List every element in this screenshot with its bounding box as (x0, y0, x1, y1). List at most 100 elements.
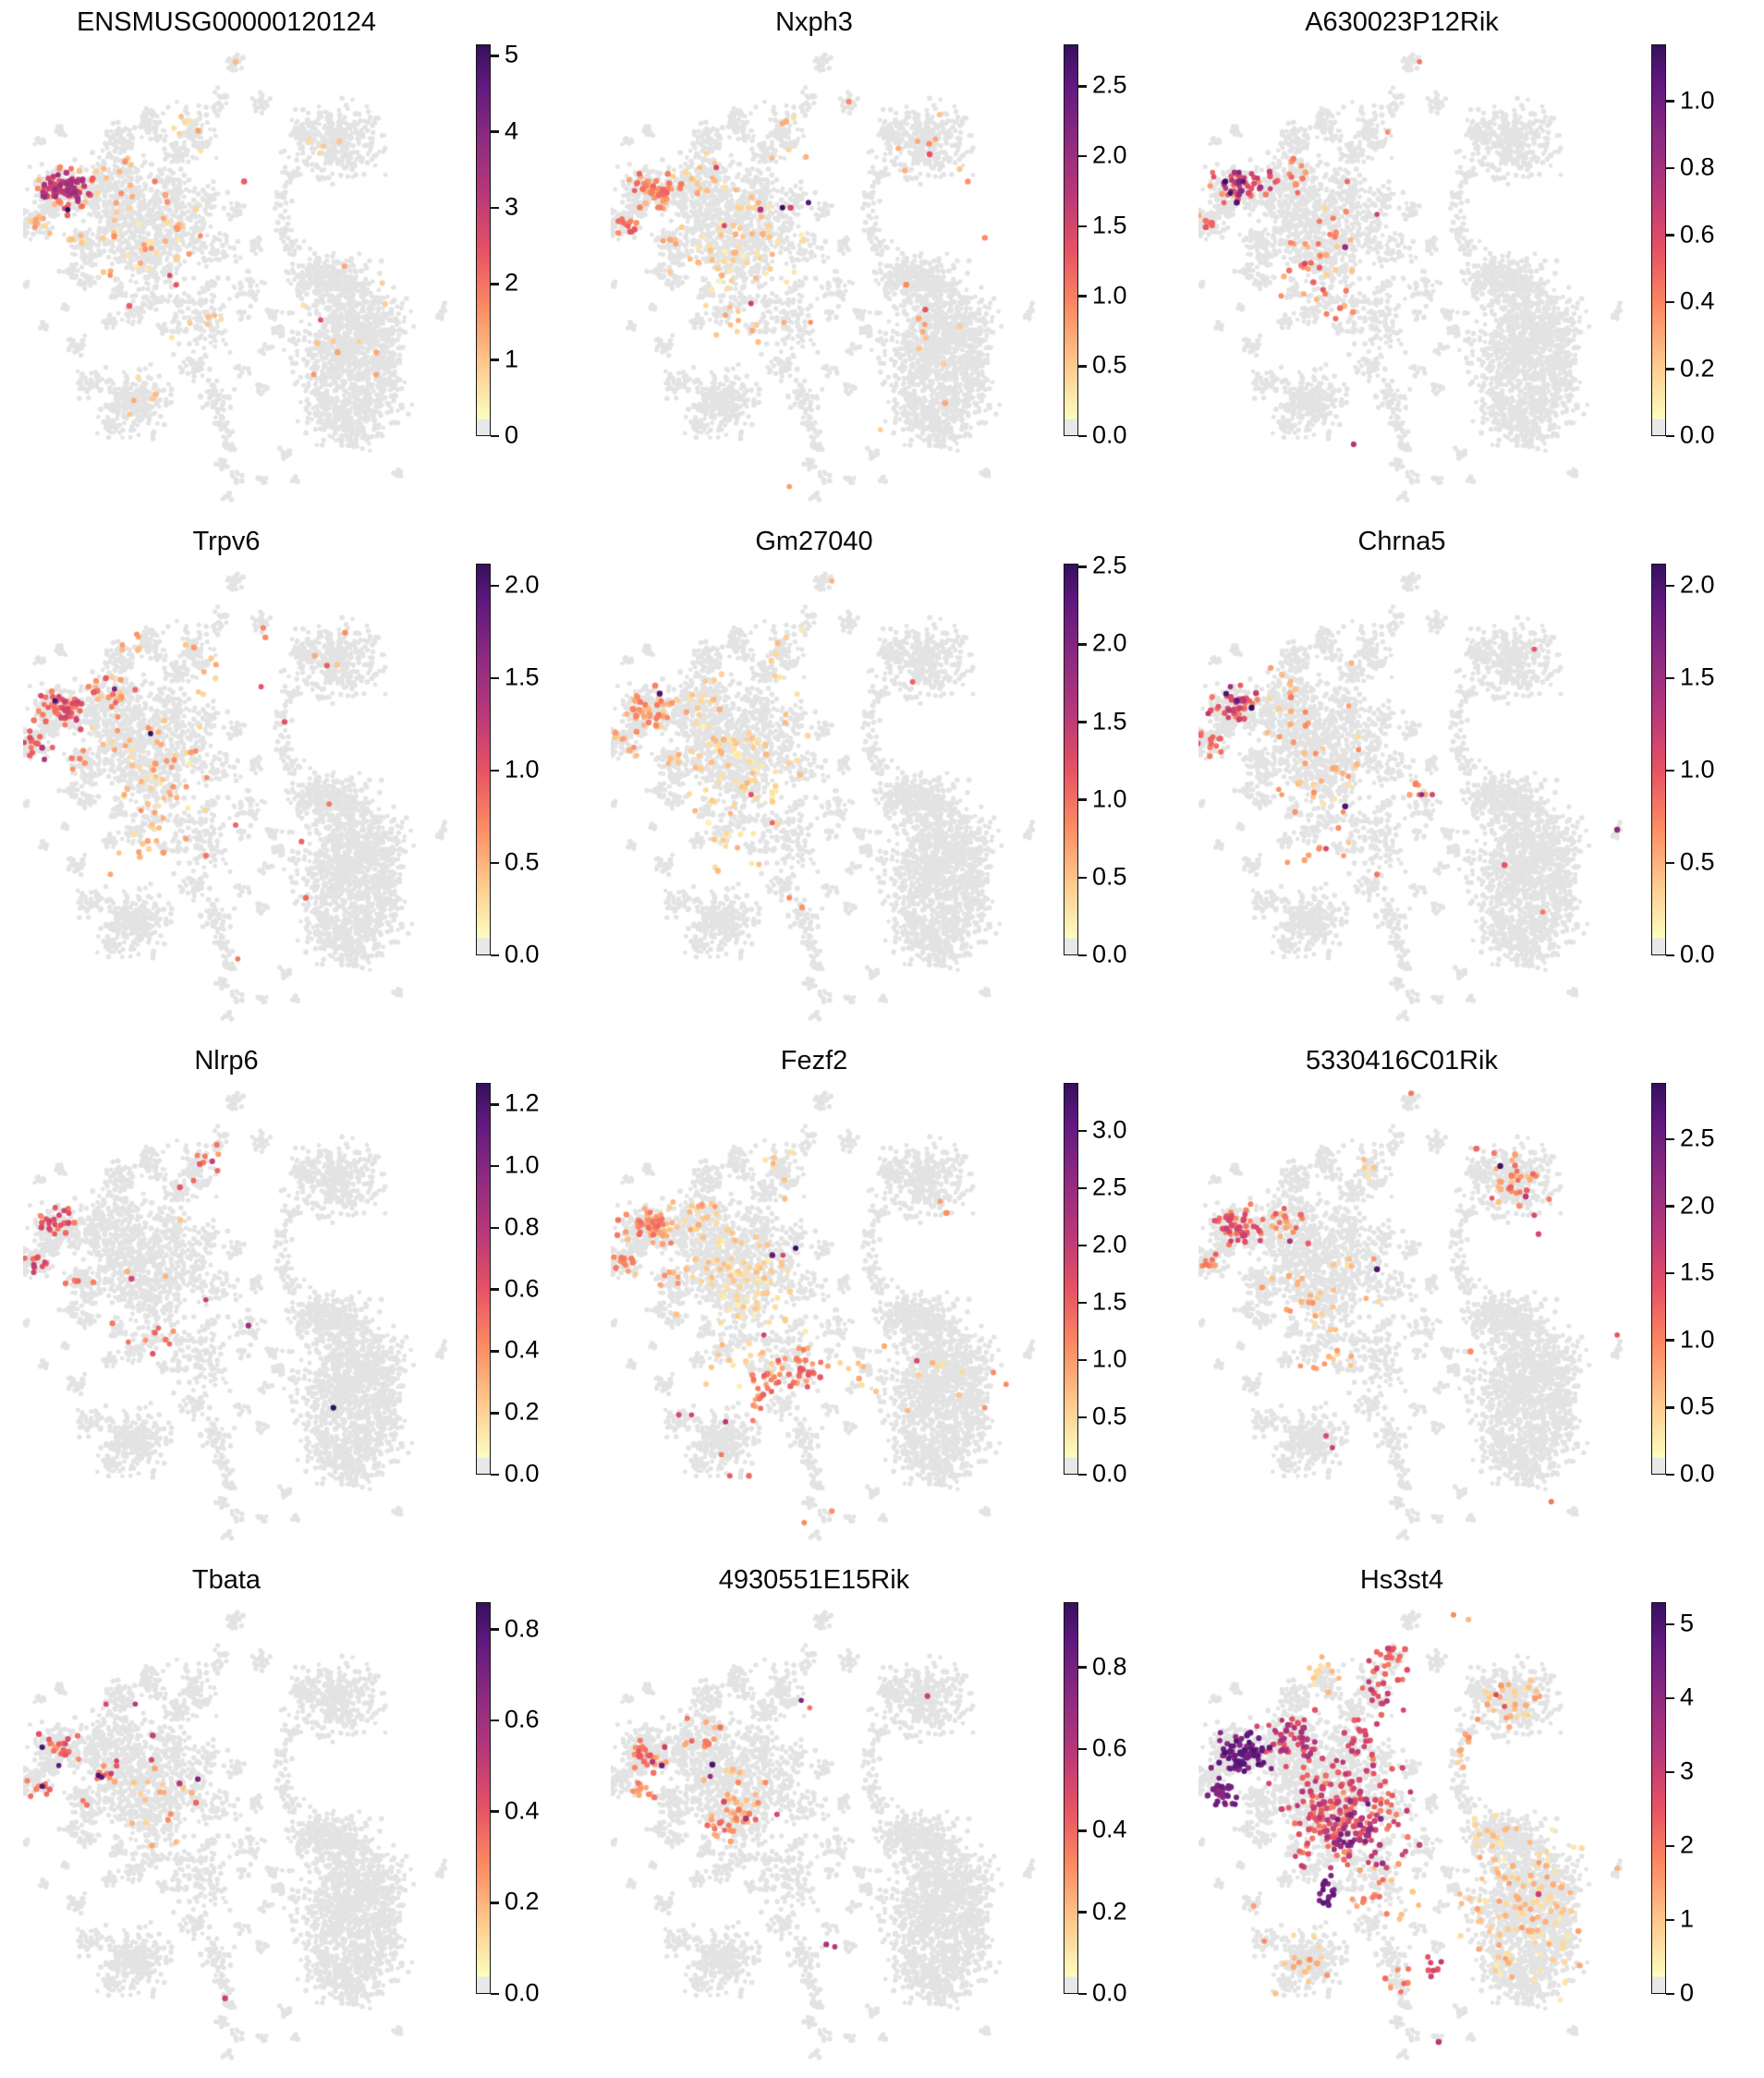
umap-scatter-canvas (1198, 560, 1624, 1029)
colorbar-tick (491, 434, 499, 438)
colorbar-tick-label: 2 (1680, 1830, 1695, 1859)
panel-title: Trpv6 (192, 527, 261, 556)
colorbar-tick (491, 206, 499, 210)
colorbar-tick (491, 954, 499, 957)
panel-5330416C01Rik: 5330416C01Rik 0.0 0.5 1.0 1.5 2.0 2.5 (1175, 1039, 1763, 1558)
colorbar-tick-label: 0.2 (505, 1397, 540, 1426)
colorbar-tick (1666, 1622, 1674, 1626)
colorbar-tick (1078, 225, 1087, 228)
colorbar-tick-label: 2.5 (1680, 1124, 1715, 1152)
colorbar-gradient (476, 44, 491, 436)
colorbar-gradient (1651, 44, 1666, 436)
colorbar-tick (1666, 584, 1674, 588)
colorbar-gradient (1064, 1083, 1078, 1475)
colorbar-tick-label: 0 (505, 420, 519, 449)
colorbar-tick (1078, 85, 1087, 88)
colorbar: 0.0 0.5 1.0 1.5 2.0 (1651, 564, 1715, 968)
panel-title: Fezf2 (780, 1046, 848, 1075)
colorbar: 0 1 2 3 4 5 (1651, 1602, 1694, 2007)
panel-title: Nlrp6 (194, 1046, 259, 1075)
colorbar-tick-label: 0.0 (1680, 940, 1715, 968)
colorbar-tick-label: 0.6 (1680, 220, 1715, 249)
colorbar-tick-label: 0.0 (505, 940, 540, 968)
colorbar-tick-label: 0.4 (1680, 286, 1715, 315)
colorbar: 0.0 0.2 0.4 0.6 0.8 1.0 1.2 (476, 1083, 540, 1488)
colorbar-tick-label: 1 (1680, 1904, 1695, 1933)
panel-Nlrp6: Nlrp6 0.0 0.2 0.4 0.6 0.8 1.0 1.2 (0, 1039, 588, 1558)
colorbar-tick-label: 0.0 (505, 1978, 540, 2007)
colorbar-tick (1078, 1129, 1087, 1133)
colorbar-tick-label: 2.0 (1092, 629, 1127, 658)
colorbar-tick (1078, 364, 1087, 368)
colorbar-tick (1078, 1244, 1087, 1247)
colorbar-tick (1666, 434, 1674, 438)
colorbar-tick-label: 1.0 (1680, 86, 1715, 115)
colorbar-gradient (1064, 564, 1078, 955)
colorbar-tick-label: 0.8 (1680, 152, 1715, 181)
colorbar-tick (1666, 368, 1674, 371)
colorbar-tick (1078, 1358, 1087, 1362)
colorbar-tick-label: 2.0 (1680, 570, 1715, 599)
colorbar-tick (491, 1288, 499, 1291)
colorbar-gradient (1651, 564, 1666, 955)
colorbar-tick-label: 3 (505, 192, 519, 221)
colorbar-tick (1078, 1911, 1087, 1914)
colorbar-tick-label: 1 (505, 345, 519, 373)
colorbar-tick (491, 769, 499, 772)
panel-Chrna5: Chrna5 0.0 0.5 1.0 1.5 2.0 (1175, 519, 1763, 1039)
colorbar-tick (1078, 876, 1087, 880)
colorbar: 0.0 0.5 1.0 1.5 2.0 2.5 3.0 (1064, 1083, 1127, 1488)
umap-scatter-canvas (611, 1079, 1036, 1549)
colorbar-tick-label: 0.5 (1680, 847, 1715, 876)
colorbar-tick (491, 1992, 499, 1996)
colorbar-tick (1666, 1770, 1674, 1774)
colorbar-tick-label: 1.0 (1680, 755, 1715, 784)
colorbar-tick (1078, 721, 1087, 723)
colorbar-tick-label: 2.0 (1092, 1230, 1127, 1258)
colorbar-tick-label: 0.5 (1092, 862, 1127, 891)
colorbar-tick-label: 2.5 (1092, 551, 1127, 579)
colorbar-tick-label: 0.0 (1092, 420, 1127, 449)
colorbar-tick (1078, 643, 1087, 646)
colorbar-tick (491, 55, 499, 57)
colorbar-tick-label: 1.2 (505, 1088, 540, 1117)
colorbar-tick-label: 0 (1680, 1978, 1695, 2007)
umap-scatter-canvas (1198, 41, 1624, 510)
umap-scatter-canvas (611, 560, 1036, 1029)
colorbar-tick (491, 1810, 499, 1814)
colorbar-tick (491, 1902, 499, 1904)
colorbar-tick-label: 0.2 (1680, 354, 1715, 383)
colorbar-tick (491, 1164, 499, 1168)
colorbar-tick (1666, 1473, 1674, 1476)
colorbar-tick-label: 0.0 (1680, 1459, 1715, 1488)
panel-title: Nxph3 (775, 7, 853, 37)
panel-title: Chrna5 (1357, 527, 1446, 556)
colorbar-tick (1666, 1339, 1674, 1343)
colorbar-tick (491, 1103, 499, 1106)
umap-scatter-canvas (1198, 1598, 1624, 2068)
colorbar-tick-label: 1.5 (1680, 662, 1715, 691)
colorbar-gradient (1064, 1602, 1078, 1994)
colorbar-tick (1666, 300, 1674, 304)
panel-title: 5330416C01Rik (1306, 1046, 1498, 1075)
colorbar-gradient (476, 1083, 491, 1475)
colorbar-tick (1666, 861, 1674, 865)
colorbar-tick (1666, 1992, 1674, 1996)
colorbar-gradient (1064, 44, 1078, 436)
colorbar-tick-label: 2 (505, 268, 519, 297)
colorbar-tick (1078, 295, 1087, 298)
colorbar-tick-label: 0.5 (505, 847, 540, 876)
colorbar-tick-label: 2.0 (1092, 140, 1127, 169)
colorbar-tick-label: 0.0 (1092, 940, 1127, 968)
umap-scatter-canvas (611, 1598, 1036, 2068)
colorbar-gradient (476, 564, 491, 955)
panel-A630023P12Rik: A630023P12Rik 0.0 0.2 0.4 0.6 0.8 1.0 (1175, 0, 1763, 519)
colorbar: 0.0 0.5 1.0 1.5 2.0 2.5 (1651, 1083, 1715, 1488)
colorbar-tick (1666, 1406, 1674, 1409)
colorbar-tick-label: 2.5 (1092, 70, 1127, 99)
umap-scatter-canvas (23, 41, 448, 510)
colorbar-tick-label: 1.0 (1680, 1325, 1715, 1354)
colorbar-tick (1078, 1186, 1087, 1190)
colorbar-tick (491, 1411, 499, 1415)
